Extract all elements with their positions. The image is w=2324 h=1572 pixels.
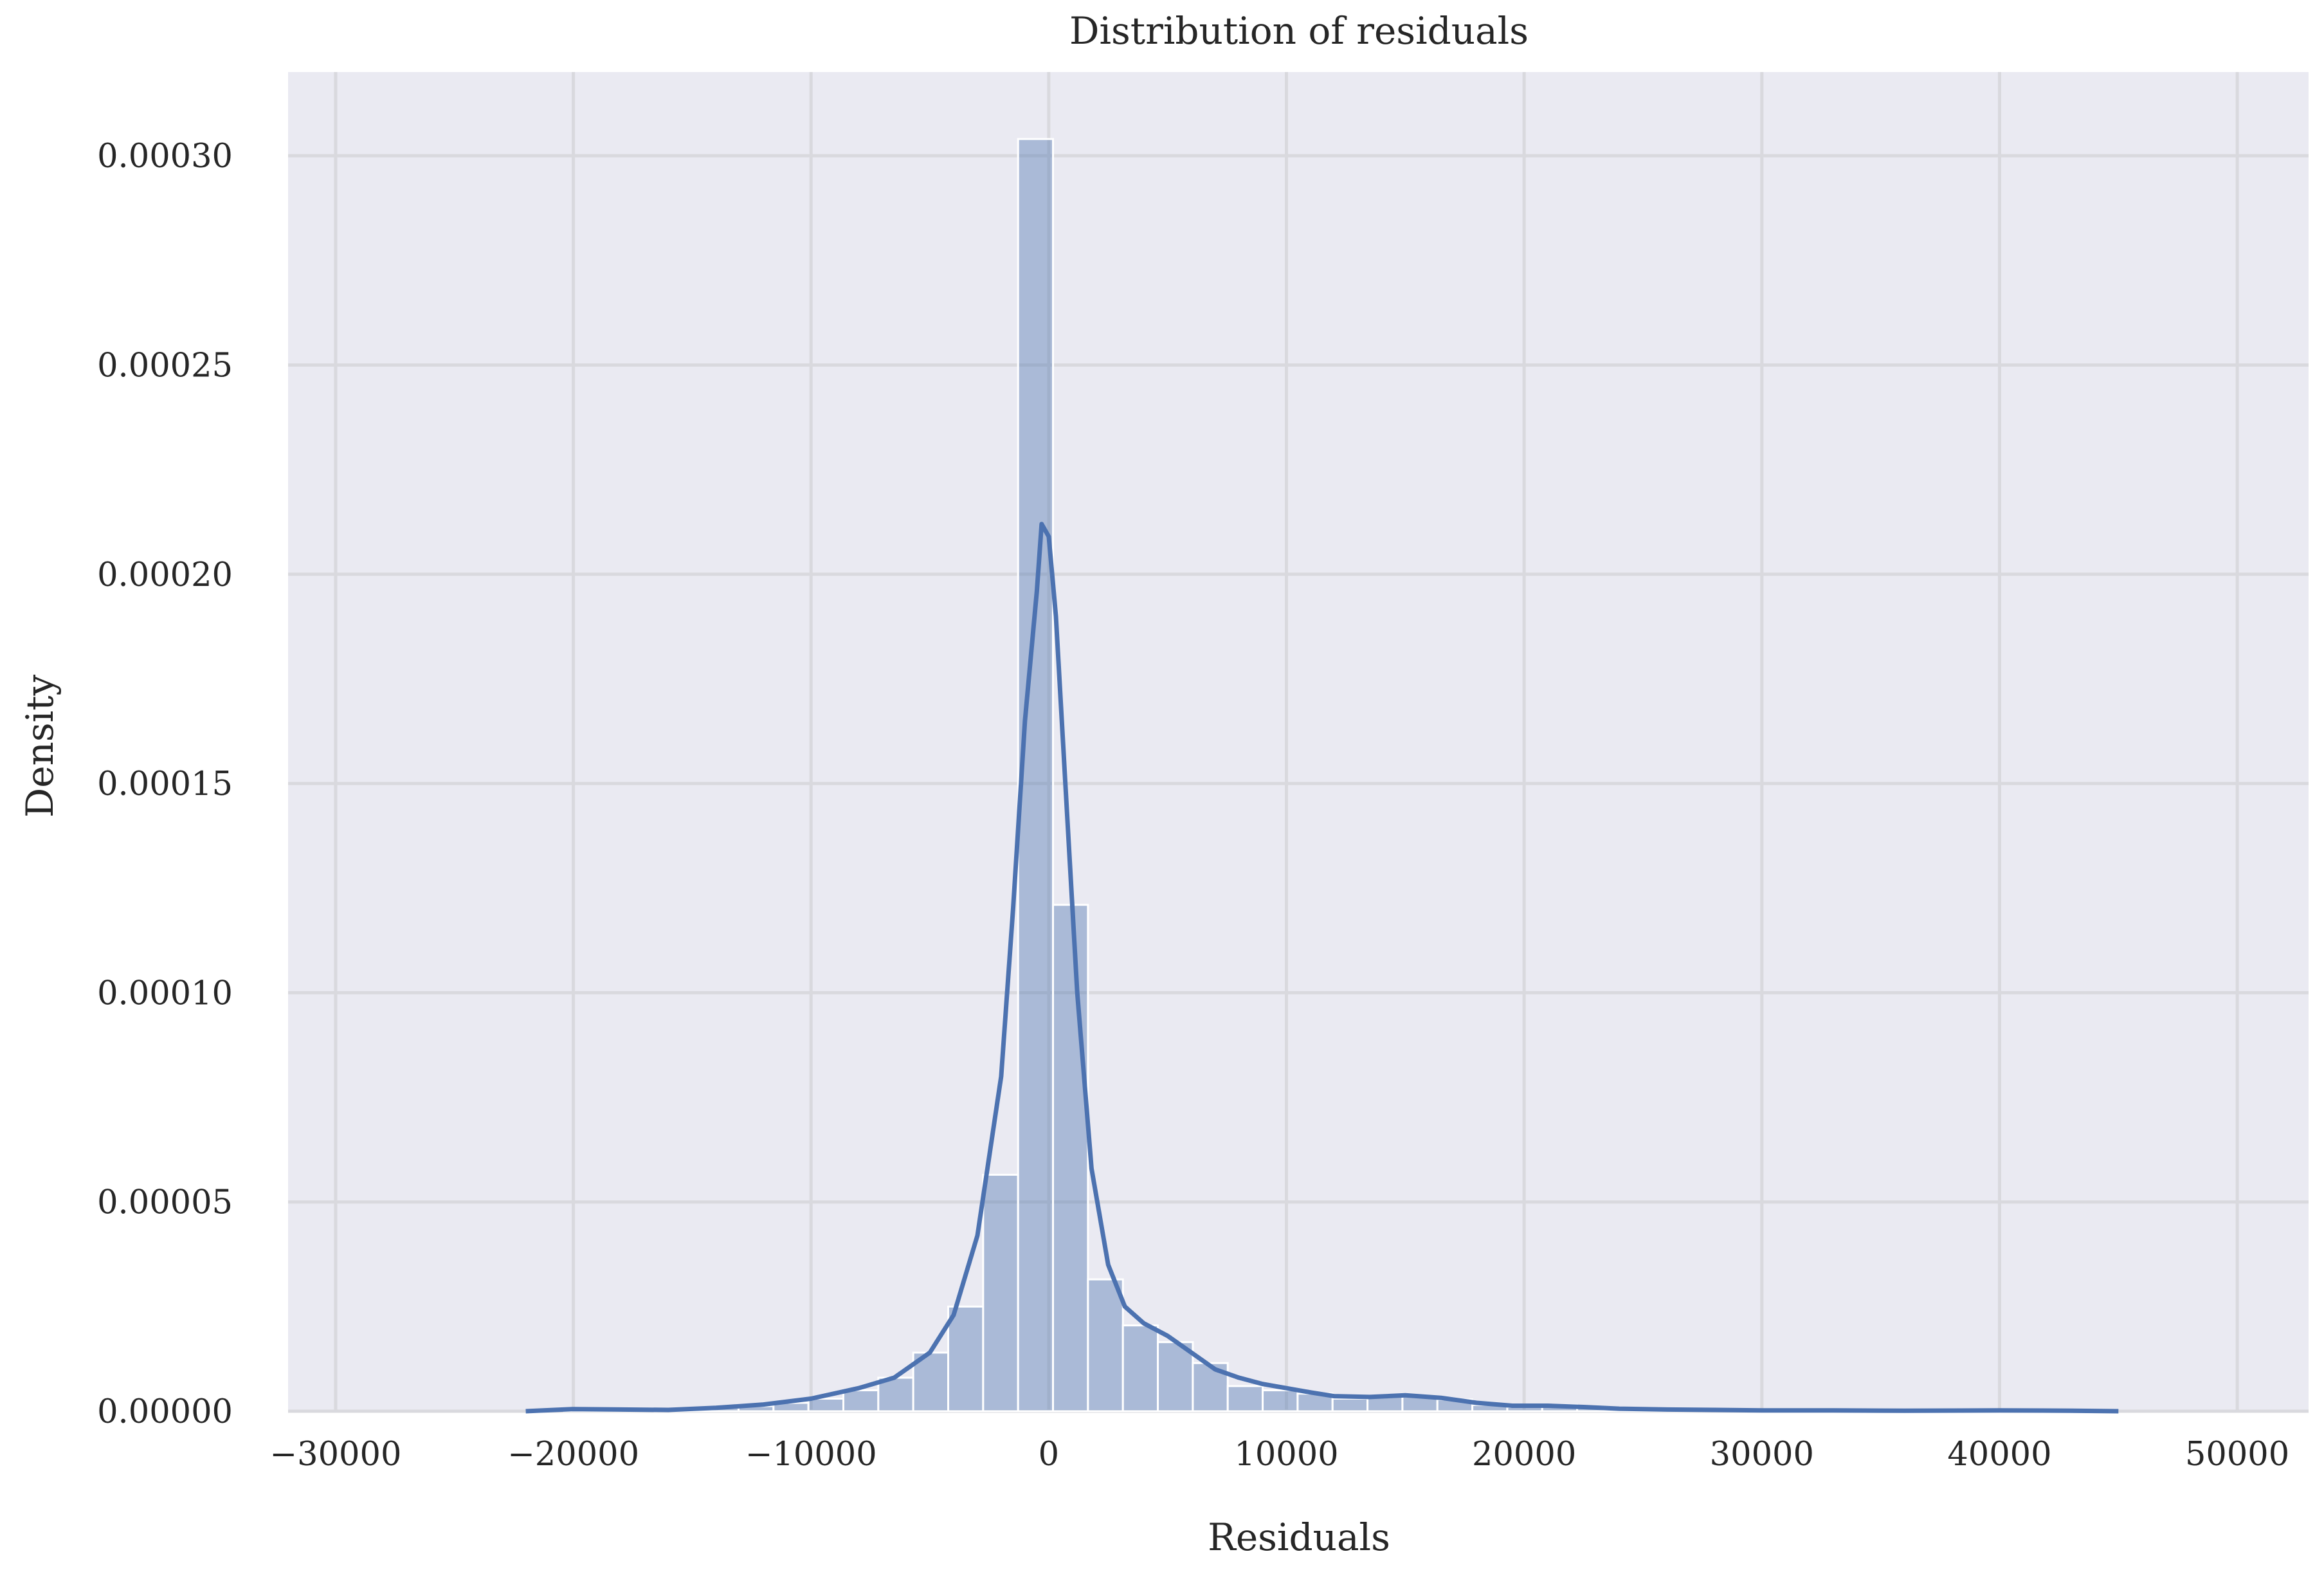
histogram-bar xyxy=(1331,1397,1369,1412)
histogram-bar xyxy=(877,1376,914,1412)
x-axis-label: Residuals xyxy=(1208,1515,1390,1559)
y-tick-label: 0.00010 xyxy=(97,974,233,1012)
y-tick-label: 0.00020 xyxy=(97,556,233,594)
histogram-bar xyxy=(1017,138,1055,1412)
x-tick-label: −20000 xyxy=(507,1436,639,1474)
x-axis-ticks: −30000 −20000 −10000 0 10000 20000 30000 40000 5… xyxy=(269,1436,2289,1474)
y-tick-label: 0.00025 xyxy=(97,347,233,385)
x-tick-label: 50000 xyxy=(2185,1436,2289,1474)
x-tick-label: −10000 xyxy=(745,1436,877,1474)
histogram-bar xyxy=(807,1397,844,1412)
x-tick-label: 10000 xyxy=(1234,1436,1338,1474)
x-tick-label: −30000 xyxy=(269,1436,401,1474)
y-tick-label: 0.00015 xyxy=(97,765,233,803)
y-tick-label: 0.00000 xyxy=(97,1393,233,1431)
chart-title: Distribution of residuals xyxy=(1069,9,1529,53)
y-axis-ticks: 0.00000 0.00005 0.00010 0.00015 0.00020 0.000… xyxy=(97,138,233,1431)
histogram-bar xyxy=(982,1173,1019,1412)
grid-lines xyxy=(288,72,2309,1413)
histogram-bar xyxy=(842,1389,880,1412)
plot-background xyxy=(288,72,2309,1411)
plot-area xyxy=(288,72,2309,1414)
y-tick-label: 0.00030 xyxy=(97,138,233,176)
x-tick-label: 0 xyxy=(1039,1436,1059,1474)
histogram-bar xyxy=(1262,1389,1299,1412)
y-axis-label: Density xyxy=(18,674,62,818)
x-tick-label: 20000 xyxy=(1472,1436,1576,1474)
histogram-bar xyxy=(1226,1385,1264,1412)
y-tick-label: 0.00005 xyxy=(97,1184,233,1222)
x-tick-label: 30000 xyxy=(1710,1436,1814,1474)
histogram-bar xyxy=(1087,1278,1124,1412)
kde-line xyxy=(525,522,2119,1414)
x-tick-label: 40000 xyxy=(1947,1436,2051,1474)
histogram-bar xyxy=(1052,904,1089,1412)
histogram-bar xyxy=(1121,1324,1159,1412)
histogram-bar xyxy=(947,1305,985,1412)
